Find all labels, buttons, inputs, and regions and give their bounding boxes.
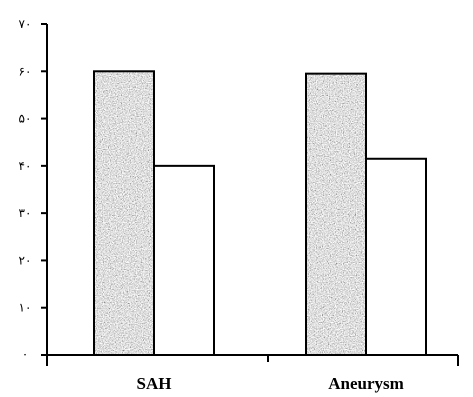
y-tick-label-10: ١٠ <box>19 301 32 315</box>
y-tick-label-50: ۵٠ <box>19 112 32 126</box>
bars-group <box>93 70 427 357</box>
x-axis: SAH Aneurysm <box>46 354 459 393</box>
y-axis: · ١٠ ٢٠ ٣٠ ۴٠ ۵٠ ۶٠ ٧٠ <box>19 17 48 362</box>
y-tick-label-30: ٣٠ <box>19 206 32 220</box>
y-tick-label-20: ٢٠ <box>19 253 32 267</box>
y-tick-label-0: · <box>23 348 27 362</box>
bar-aneurysm-series-2 <box>365 157 427 356</box>
x-tick-label-sah: SAH <box>137 374 172 393</box>
y-tick-label-70: ٧٠ <box>19 17 32 31</box>
y-tick-label-60: ۶٠ <box>19 64 32 78</box>
bar-sah-series-1 <box>93 70 155 357</box>
bar-sah-series-2 <box>153 164 215 356</box>
x-tick-label-aneurysm: Aneurysm <box>328 374 404 393</box>
y-tick-label-40: ۴٠ <box>19 159 32 173</box>
bar-aneurysm-series-1 <box>305 72 367 357</box>
